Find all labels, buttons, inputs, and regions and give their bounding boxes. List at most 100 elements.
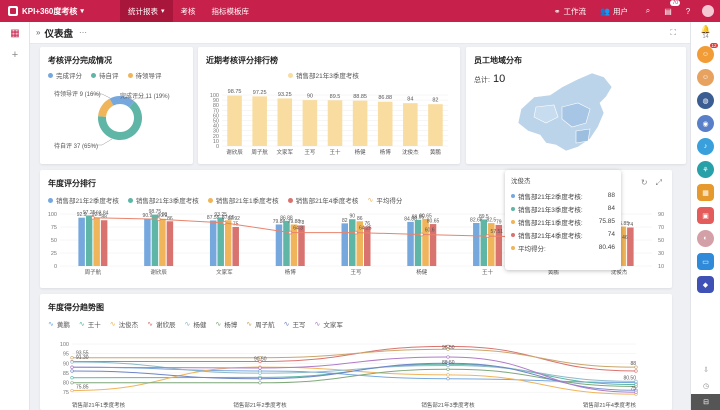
expand-icon[interactable]: ⤢	[655, 178, 662, 187]
line-point[interactable]	[258, 381, 262, 385]
legend-item[interactable]: ∿ 杨博	[215, 319, 237, 329]
series-line[interactable]	[71, 356, 637, 393]
bar[interactable]	[414, 219, 422, 266]
line-point[interactable]	[354, 230, 358, 235]
bar[interactable]	[473, 223, 480, 266]
legend-item[interactable]: ∿ 沈俊杰	[110, 319, 138, 329]
line-point[interactable]	[258, 366, 262, 370]
bar[interactable]	[356, 221, 364, 266]
add-icon[interactable]: +	[11, 49, 19, 61]
bar[interactable]	[290, 224, 298, 266]
download-icon[interactable]: ⇩	[703, 367, 709, 374]
line-point[interactable]	[70, 369, 74, 373]
app-avatar-icon[interactable]: ☺ 12	[697, 43, 718, 63]
legend-item[interactable]: 待领导评	[127, 70, 162, 80]
line-point[interactable]	[446, 347, 450, 351]
bar[interactable]	[275, 224, 283, 266]
bar[interactable]	[480, 219, 488, 266]
bar[interactable]	[407, 221, 414, 266]
bar[interactable]	[488, 223, 495, 266]
app-grid-icon[interactable]: ▦	[697, 184, 714, 201]
app-planet-icon[interactable]: ◍	[697, 92, 714, 109]
help-icon[interactable]: ?	[685, 6, 691, 16]
line-point[interactable]	[70, 360, 74, 364]
legend-item[interactable]: ∿ 文家军	[315, 319, 343, 329]
line-point[interactable]	[634, 384, 638, 389]
line-point[interactable]	[485, 234, 490, 238]
line-point[interactable]	[70, 356, 74, 360]
notification-icon[interactable]: ▤ 70	[664, 0, 680, 16]
legend-item[interactable]: ∿ 平均得分	[367, 195, 402, 205]
avatar[interactable]	[702, 5, 714, 17]
bar[interactable]	[78, 217, 85, 266]
legend-item[interactable]: 销售部21年4季度考核	[287, 195, 358, 205]
line-point[interactable]	[634, 365, 638, 369]
legend-item[interactable]: ∿ 王十	[79, 319, 101, 329]
bar[interactable]	[159, 218, 166, 266]
series-line[interactable]	[72, 368, 637, 387]
bar[interactable]	[422, 218, 429, 266]
tab-template-library[interactable]: 指标模板库	[204, 0, 258, 22]
bar[interactable]	[144, 218, 151, 266]
bar[interactable]	[166, 221, 174, 266]
legend-item[interactable]: ∿ 王写	[284, 319, 306, 329]
tab-statistics[interactable]: 统计报表 ▾	[120, 0, 173, 22]
app-user-icon[interactable]: ☺	[697, 69, 714, 86]
bar[interactable]	[364, 226, 371, 266]
legend-item[interactable]: ∿ 谢欣辰	[147, 319, 175, 329]
line-point[interactable]	[634, 379, 638, 383]
bar[interactable]	[495, 224, 503, 266]
bar[interactable]	[341, 223, 349, 266]
bar[interactable]	[224, 220, 232, 266]
app-shield-icon[interactable]: ◆	[697, 276, 714, 293]
line-point[interactable]	[258, 371, 262, 375]
bar[interactable]	[151, 214, 159, 266]
pie-slice-self-review[interactable]	[98, 101, 142, 140]
search-icon[interactable]: ⌕	[645, 6, 651, 15]
app-calendar-icon[interactable]: ▣	[697, 207, 714, 224]
bar[interactable]	[209, 220, 217, 266]
legend-item[interactable]: 完成评分	[48, 70, 82, 80]
china-map[interactable]	[466, 47, 686, 164]
bell-icon[interactable]: 🔔	[700, 25, 711, 34]
line-point[interactable]	[634, 369, 638, 373]
tab-assessment[interactable]: 考核	[173, 0, 204, 22]
legend-item[interactable]: 销售部21年1季度考核	[207, 195, 279, 205]
legend-item[interactable]: ∿ 周子航	[246, 319, 274, 329]
line-point[interactable]	[634, 390, 638, 394]
line-point[interactable]	[258, 377, 262, 381]
app-bell-icon[interactable]: ♪	[697, 138, 714, 155]
series-line[interactable]	[71, 366, 637, 384]
line-point[interactable]	[90, 215, 95, 220]
line-point[interactable]	[258, 359, 262, 364]
app-photo-icon[interactable]: ◐	[697, 230, 714, 247]
bar[interactable]	[232, 227, 239, 266]
brand[interactable]: KPI+360度考核 ▾	[0, 6, 120, 17]
line-point[interactable]	[288, 230, 293, 235]
bar[interactable]	[252, 96, 267, 146]
bar[interactable]	[352, 100, 368, 146]
line-point[interactable]	[446, 355, 450, 359]
bar[interactable]	[619, 226, 627, 266]
bar[interactable]	[217, 217, 224, 266]
bar[interactable]	[277, 98, 293, 146]
line-point[interactable]	[446, 367, 450, 371]
bar[interactable]	[377, 101, 393, 146]
workflow-link[interactable]: ⚭ 工作流	[554, 6, 586, 17]
bar[interactable]	[403, 103, 418, 146]
bar[interactable]	[302, 100, 318, 146]
dashboard-grid-icon[interactable]: ▦	[10, 27, 20, 39]
bar[interactable]	[93, 217, 100, 266]
legend-item[interactable]: 待自评	[91, 70, 119, 80]
line-point[interactable]	[446, 373, 450, 377]
bar[interactable]	[227, 95, 242, 146]
bar[interactable]	[283, 220, 290, 266]
bar[interactable]	[100, 220, 108, 266]
clock-icon[interactable]: ◷	[702, 383, 710, 390]
app-chat-icon[interactable]: ▭	[697, 253, 714, 270]
line-point[interactable]	[70, 381, 74, 385]
expand-arrow-icon[interactable]: »	[36, 28, 41, 37]
legend-item[interactable]: 销售部21年2季度考核	[48, 195, 119, 205]
collapse-icon[interactable]: ⊟	[691, 394, 720, 410]
legend-item[interactable]: ∿ 杨健	[185, 319, 207, 329]
